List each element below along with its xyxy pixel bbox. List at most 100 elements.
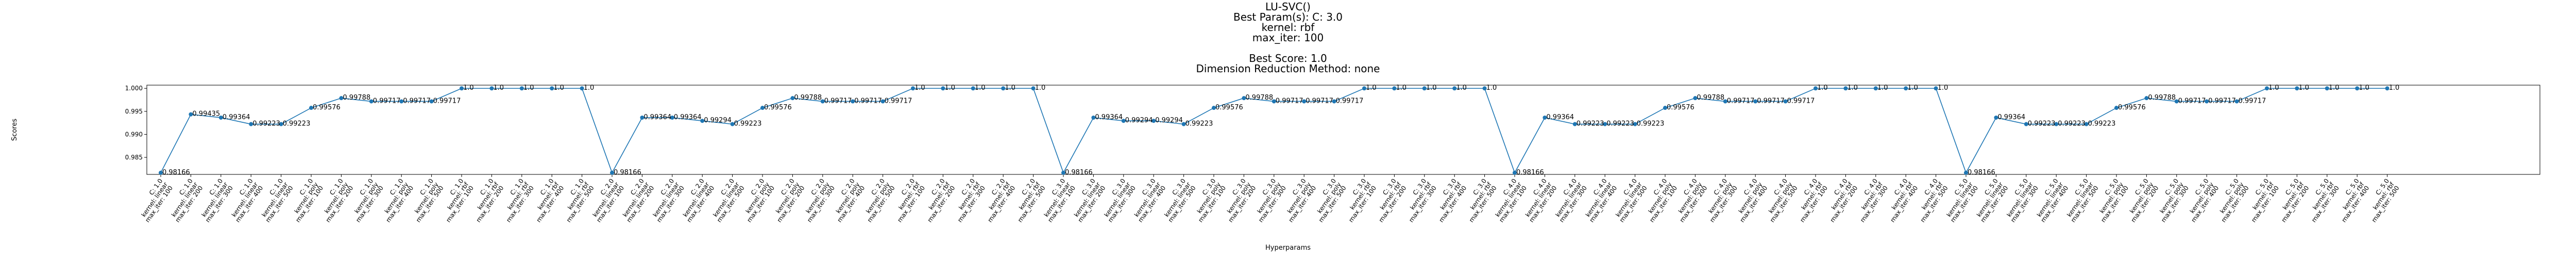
data-point bbox=[1061, 170, 1065, 175]
x-tick-label: C: 1.0kernel: linearmax_iter: 400 bbox=[224, 178, 265, 224]
x-tick-label: C: 2.0kernel: rbfmax_iter: 200 bbox=[916, 177, 957, 223]
data-point bbox=[2084, 122, 2089, 126]
data-point bbox=[489, 86, 494, 91]
x-tick-label: C: 3.0kernel: polymax_iter: 100 bbox=[1187, 178, 1227, 224]
data-point bbox=[1663, 106, 1667, 110]
data-point bbox=[1212, 106, 1216, 110]
x-tick-label: C: 3.0kernel: linearmax_iter: 200 bbox=[1066, 178, 1107, 224]
data-point bbox=[2295, 86, 2299, 91]
data-label: 0.99364 bbox=[643, 114, 671, 121]
data-label: 1.0 bbox=[2329, 84, 2340, 92]
data-point bbox=[880, 99, 885, 104]
x-tick-label: C: 2.0kernel: linearmax_iter: 300 bbox=[645, 178, 686, 224]
data-label: 1.0 bbox=[1486, 84, 1497, 92]
data-point bbox=[1934, 86, 1938, 91]
data-label: 1.0 bbox=[463, 84, 474, 92]
x-tick-label: C: 4.0kernel: polymax_iter: 300 bbox=[1698, 178, 1739, 224]
data-label: 0.99364 bbox=[223, 114, 250, 121]
data-label: 0.99717 bbox=[433, 97, 461, 105]
data-label: 0.99223 bbox=[1185, 120, 1213, 128]
x-tick-label: C: 2.0kernel: rbfmax_iter: 300 bbox=[946, 177, 987, 223]
data-label: 1.0 bbox=[1426, 84, 1437, 92]
x-tick-label: C: 2.0kernel: polymax_iter: 400 bbox=[826, 178, 867, 224]
data-point bbox=[2174, 99, 2179, 104]
data-point bbox=[610, 170, 614, 175]
data-point bbox=[820, 99, 825, 104]
data-point bbox=[730, 122, 735, 126]
data-label: 1.0 bbox=[1456, 84, 1467, 92]
data-point bbox=[851, 99, 855, 104]
data-point bbox=[670, 115, 674, 120]
data-point bbox=[339, 96, 344, 101]
x-tick-label: C: 5.0kernel: polymax_iter: 400 bbox=[2180, 178, 2221, 224]
x-tick-label: C: 5.0kernel: rbfmax_iter: 500 bbox=[2360, 177, 2401, 223]
data-point bbox=[971, 86, 975, 91]
data-label: 0.99717 bbox=[1727, 97, 1755, 105]
x-tick-label: C: 4.0kernel: polymax_iter: 200 bbox=[1668, 178, 1709, 224]
x-tick-label: C: 1.0kernel: polymax_iter: 200 bbox=[314, 178, 355, 224]
data-point bbox=[1121, 119, 1126, 123]
data-point bbox=[1181, 122, 1186, 126]
data-point bbox=[399, 99, 404, 104]
data-point bbox=[1001, 86, 1006, 91]
x-tick-label: C: 1.0kernel: polymax_iter: 400 bbox=[375, 178, 415, 224]
x-tick-label: C: 1.0kernel: linearmax_iter: 300 bbox=[194, 178, 234, 224]
x-tick-label: C: 3.0kernel: polymax_iter: 200 bbox=[1217, 178, 1258, 224]
data-point bbox=[1151, 119, 1156, 123]
y-tick-label: 0.985 bbox=[125, 154, 143, 161]
x-tick-label: C: 1.0kernel: rbfmax_iter: 100 bbox=[434, 177, 475, 223]
x-tick-label: C: 2.0kernel: polymax_iter: 300 bbox=[795, 178, 836, 224]
data-point bbox=[941, 86, 945, 91]
x-tick-label: C: 4.0kernel: linearmax_iter: 500 bbox=[1608, 178, 1649, 224]
data-label: 0.99576 bbox=[1215, 104, 1243, 111]
x-tick-label: C: 4.0kernel: rbfmax_iter: 200 bbox=[1819, 177, 1859, 223]
data-label: 0.99223 bbox=[2058, 120, 2086, 128]
x-tick-label: C: 4.0kernel: polymax_iter: 400 bbox=[1728, 178, 1769, 224]
data-point bbox=[1091, 115, 1096, 120]
x-tick-label: C: 5.0kernel: polymax_iter: 100 bbox=[2089, 178, 2130, 224]
data-label: 0.99364 bbox=[1546, 114, 1574, 121]
x-tick-label: C: 1.0kernel: linearmax_iter: 500 bbox=[254, 178, 295, 224]
data-label: 0.99717 bbox=[373, 97, 401, 105]
data-label: 1.0 bbox=[2359, 84, 2369, 92]
data-label: 1.0 bbox=[1396, 84, 1406, 92]
data-point bbox=[911, 86, 915, 91]
x-tick-label: C: 5.0kernel: linearmax_iter: 100 bbox=[1939, 178, 1979, 224]
data-point bbox=[1783, 99, 1788, 104]
x-tick-label: C: 3.0kernel: rbfmax_iter: 400 bbox=[1428, 177, 1468, 223]
title-line: kernel: rbf bbox=[1262, 21, 1315, 34]
x-tick-label: C: 5.0kernel: rbfmax_iter: 100 bbox=[2240, 177, 2280, 223]
x-tick-label: C: 4.0kernel: rbfmax_iter: 400 bbox=[1879, 177, 1920, 223]
data-point bbox=[1693, 96, 1698, 101]
data-label: 0.99717 bbox=[1787, 97, 1815, 105]
x-tick-label: C: 1.0kernel: rbfmax_iter: 300 bbox=[495, 177, 535, 223]
data-point bbox=[159, 170, 163, 175]
x-tick-label: C: 5.0kernel: linearmax_iter: 400 bbox=[2029, 178, 2070, 224]
data-point bbox=[189, 112, 193, 117]
data-point bbox=[309, 106, 313, 110]
data-label: 0.99717 bbox=[2239, 97, 2266, 105]
x-tick-label: C: 2.0kernel: rbfmax_iter: 100 bbox=[886, 177, 926, 223]
y-tick-label: 0.990 bbox=[125, 131, 143, 138]
data-label: 1.0 bbox=[2389, 84, 2400, 92]
data-label: 0.98166 bbox=[1968, 169, 1995, 176]
data-label: 0.99576 bbox=[764, 104, 792, 111]
data-label: 0.99717 bbox=[403, 97, 431, 105]
data-point bbox=[790, 96, 795, 101]
data-label: 0.99223 bbox=[2028, 120, 2056, 128]
x-tick-label: C: 4.0kernel: polymax_iter: 500 bbox=[1758, 178, 1799, 224]
data-point bbox=[550, 86, 554, 91]
data-point bbox=[1031, 86, 1036, 91]
data-label: 0.99223 bbox=[734, 120, 762, 128]
data-point bbox=[2265, 86, 2269, 91]
x-tick-label: C: 2.0kernel: polymax_iter: 100 bbox=[735, 178, 776, 224]
y-tick-label: 0.995 bbox=[125, 108, 143, 115]
data-label: 0.99294 bbox=[1155, 117, 1183, 124]
x-tick-label: C: 5.0kernel: polymax_iter: 500 bbox=[2210, 178, 2250, 224]
title-line: Best Score: 1.0 bbox=[1249, 52, 1327, 64]
data-point bbox=[1272, 99, 1276, 104]
data-label: 1.0 bbox=[1938, 84, 1948, 92]
data-label: 1.0 bbox=[493, 84, 504, 92]
x-tick-label: C: 3.0kernel: rbfmax_iter: 500 bbox=[1458, 177, 1498, 223]
